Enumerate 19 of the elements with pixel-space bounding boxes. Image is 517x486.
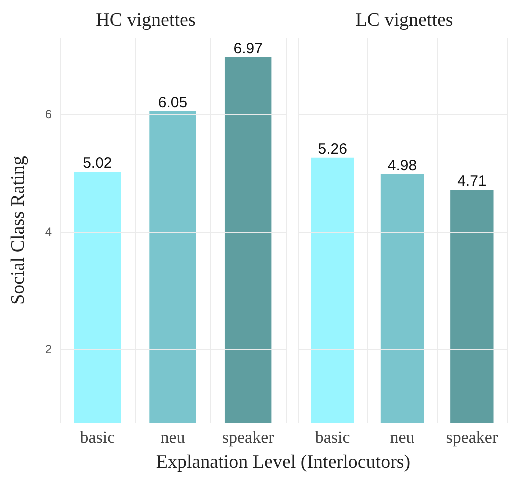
x-tick-label: basic: [315, 428, 351, 447]
chart-title: LC vignettes: [356, 10, 454, 31]
data-label: 5.02: [83, 155, 112, 172]
data-label: 5.26: [318, 140, 348, 158]
x-tick-label: neu: [160, 428, 186, 447]
data-label: 4.98: [388, 157, 418, 174]
x-tick-label: basic: [80, 428, 116, 447]
x-tick-label: speaker: [222, 428, 275, 447]
y-tick-label: 4: [45, 224, 52, 239]
data-label: 6.97: [234, 40, 263, 58]
data-label: 6.05: [158, 94, 188, 112]
y-tick-label: 2: [45, 342, 52, 357]
y-axis-title: Social Class Rating: [8, 156, 29, 305]
x-tick-label: speaker: [446, 428, 498, 447]
data-label: 4.71: [458, 173, 487, 190]
chart-title: HC vignettes: [96, 10, 196, 31]
x-tick-label: neu: [390, 428, 416, 447]
y-tick-label: 6: [45, 107, 52, 122]
x-axis-title: Explanation Level (Interlocutors): [155, 452, 412, 474]
